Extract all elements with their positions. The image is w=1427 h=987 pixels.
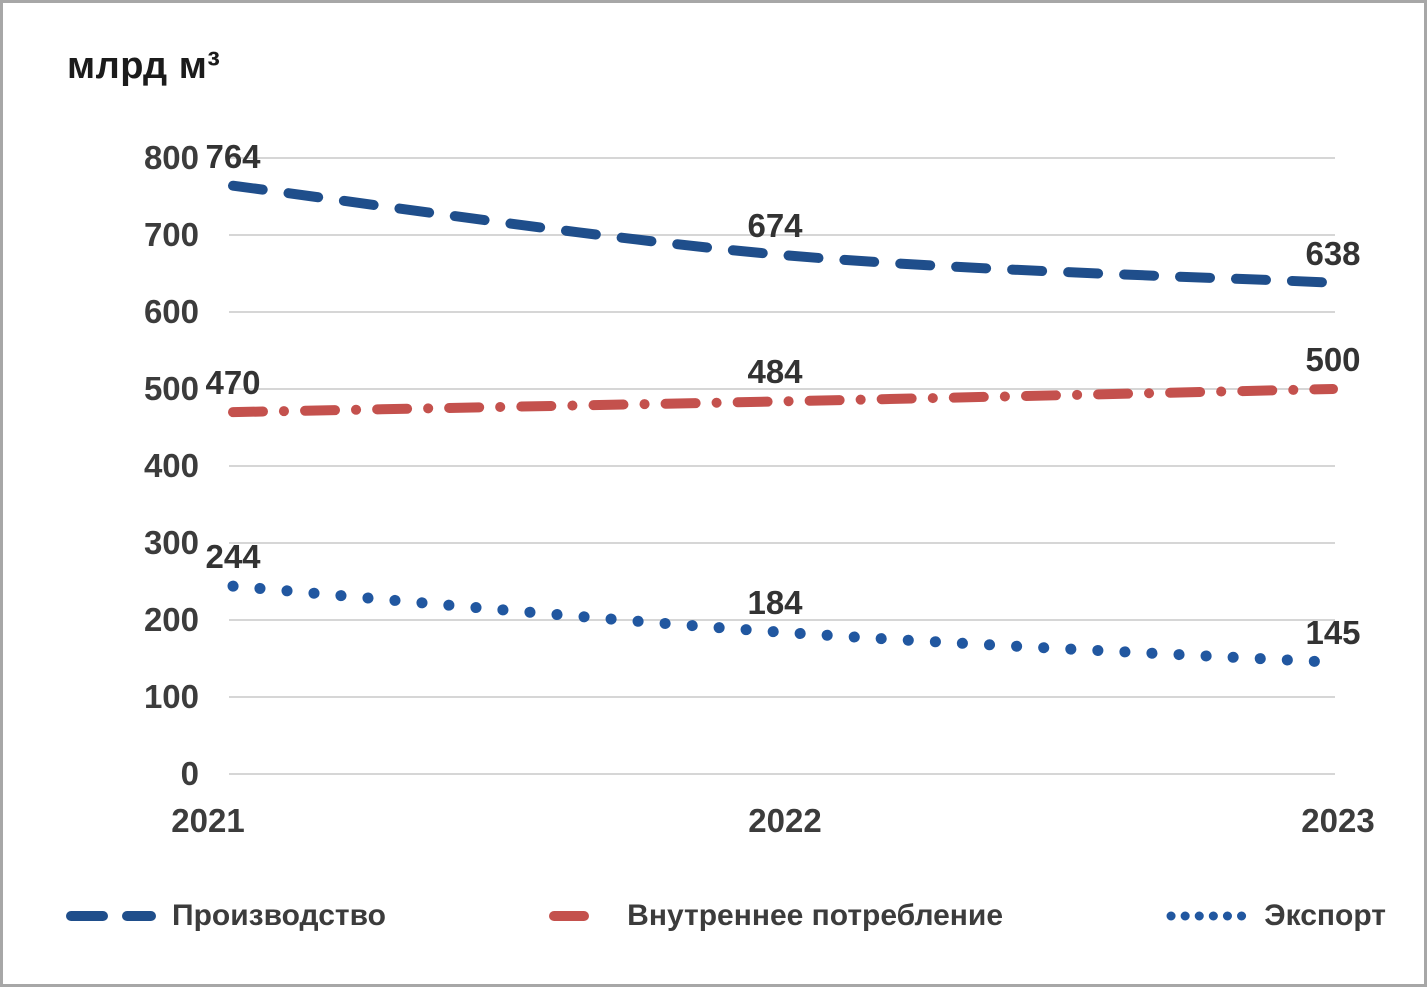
- data-label: 500: [1305, 341, 1361, 378]
- legend-item-1: Производство: [65, 899, 386, 933]
- y-tick-label: 500: [143, 370, 199, 407]
- data-label: 674: [747, 207, 803, 245]
- x-tick-label: 2022: [748, 802, 822, 839]
- data-label: 145: [1305, 614, 1361, 652]
- y-tick-label: 300: [143, 524, 199, 561]
- legend-item-2: Внутреннее потребление: [548, 899, 1003, 933]
- y-tick-label: 800: [143, 139, 199, 176]
- series-line-1: [228, 180, 1338, 288]
- y-tick-label: 600: [143, 293, 199, 330]
- legend-sample-dash-dot-icon: [549, 911, 612, 921]
- y-tick-label: 0: [180, 755, 199, 792]
- data-label: 764: [205, 137, 261, 175]
- legend-label: Внутреннее потребление: [627, 899, 1004, 932]
- y-tick-label: 200: [143, 601, 199, 638]
- legend-sample-dotted-icon: [1166, 911, 1248, 921]
- data-label: 470: [205, 364, 261, 402]
- legend: Производство Внутреннее потребление Экспор…: [65, 891, 1386, 941]
- legend-label: Производство: [172, 899, 386, 932]
- legend-sample-dashed-icon: [66, 911, 156, 921]
- x-tick-label: 2023: [1301, 802, 1375, 839]
- data-label: 184: [747, 584, 803, 622]
- y-tick-label: 700: [143, 216, 199, 253]
- y-tick-label: 100: [143, 678, 199, 715]
- legend-label: Экспорт: [1264, 899, 1386, 932]
- plot-area: [227, 157, 1339, 775]
- chart-title: млрд м³: [67, 45, 221, 87]
- data-label: 638: [1305, 234, 1361, 272]
- x-tick-label: 2021: [171, 802, 245, 839]
- y-tick-label: 400: [143, 447, 199, 484]
- data-label: 484: [747, 353, 803, 391]
- data-label: 244: [205, 538, 261, 576]
- series-line-3: [227, 580, 1339, 668]
- legend-item-3: Экспорт: [1165, 899, 1386, 933]
- series-line-2: [228, 384, 1338, 418]
